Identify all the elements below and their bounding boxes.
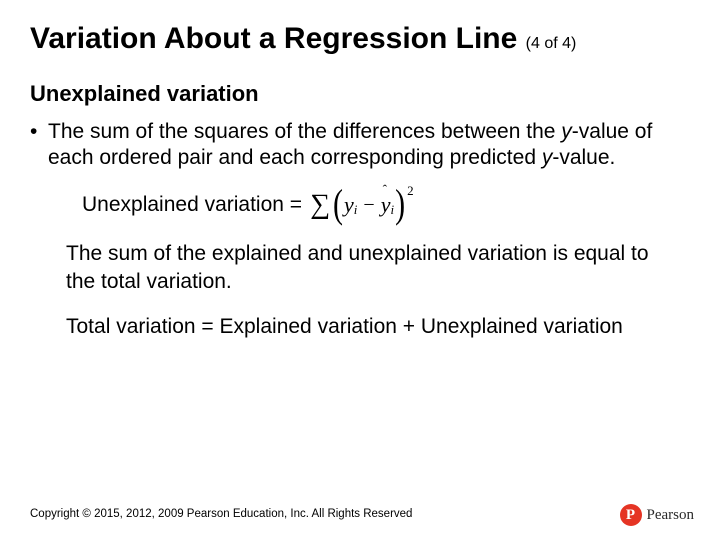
bullet-text-post: -value. <box>552 146 615 169</box>
paragraph-1: The sum of the explained and unexplained… <box>66 240 680 295</box>
section-heading: Unexplained variation <box>30 81 690 107</box>
bullet-y2: y <box>542 146 553 169</box>
pearson-logo: P Pearson <box>620 504 695 526</box>
bullet-y1: y <box>561 120 572 143</box>
logo-circle-icon: P <box>620 504 642 526</box>
title-main: Variation About a Regression Line <box>30 22 517 55</box>
logo-text: Pearson <box>647 507 695 524</box>
bullet-list: • The sum of the squares of the differen… <box>30 119 690 173</box>
title-sub: (4 of 4) <box>526 35 577 52</box>
minus-sign: − <box>363 194 374 217</box>
sigma-symbol: ∑ <box>310 189 330 221</box>
sub-i-2: i <box>390 202 394 218</box>
exponent-2: 2 <box>407 183 414 199</box>
bullet-item: • The sum of the squares of the differen… <box>30 119 690 173</box>
slide: Variation About a Regression Line (4 of … <box>0 0 720 540</box>
formula-label: Unexplained variation = <box>82 193 302 217</box>
slide-title: Variation About a Regression Line (4 of … <box>30 22 690 57</box>
bullet-marker: • <box>30 119 48 173</box>
paragraph-2: Total variation = Explained variation + … <box>66 313 680 340</box>
left-paren: ( <box>333 182 343 228</box>
bullet-text: The sum of the squares of the difference… <box>48 119 690 173</box>
hat-caret: ˆ <box>383 182 387 197</box>
copyright-text: Copyright © 2015, 2012, 2009 Pearson Edu… <box>30 508 412 520</box>
right-paren: ) <box>395 182 405 228</box>
sub-i-1: i <box>354 202 358 218</box>
formula: Unexplained variation = ∑ ( yi − ˆ y i )… <box>82 188 690 222</box>
y-hat: ˆ y <box>381 192 391 218</box>
bullet-text-pre: The sum of the squares of the difference… <box>48 120 561 143</box>
y-var: y <box>344 192 354 218</box>
